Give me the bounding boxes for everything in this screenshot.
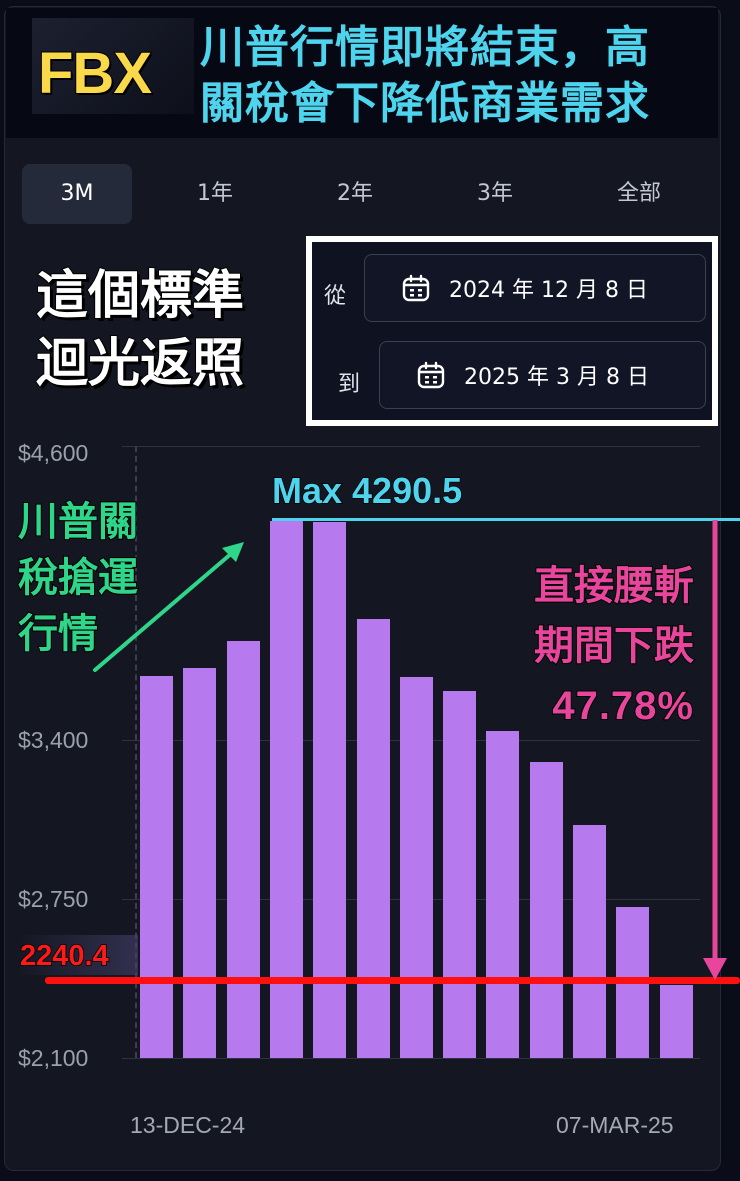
bar-w2[interactable] [183, 668, 217, 1058]
to-label: 到 [338, 372, 361, 397]
callout-dead-cat-bounce: 這個標準 迴光返照 [35, 262, 245, 398]
from-date-value: 2024 年 12 月 8 日 [449, 278, 648, 303]
bar-w13[interactable] [659, 985, 693, 1058]
drop-percentage: 47.78% [551, 683, 694, 729]
bar-w9[interactable] [486, 731, 520, 1058]
to-date-value: 2025 年 3 月 8 日 [464, 365, 649, 390]
bar-w8[interactable] [443, 691, 477, 1058]
callout-green-line-3: 行情 [17, 610, 99, 658]
rise-arrow-icon [93, 542, 244, 672]
headline-line-1: 川普行情即將結束，高 [200, 22, 650, 73]
y-tick-4600: $4,600 [18, 440, 89, 466]
min-line [45, 977, 740, 984]
tab-all[interactable]: 全部 [616, 181, 661, 206]
bar-w7[interactable] [399, 677, 433, 1058]
from-date-input[interactable]: 2024 年 12 月 8 日 [364, 254, 706, 322]
bar-w5[interactable] [313, 522, 347, 1058]
ticker-badge [32, 18, 194, 114]
bar-w1[interactable] [140, 676, 173, 1058]
callout-drop: 直接腰斬 期間下跌 47.78% [533, 556, 695, 736]
min-label: 2240.4 [19, 939, 109, 973]
headline: 川普行情即將結束，高 關稅會下降低商業需求 [200, 20, 720, 132]
gridline-4600 [122, 446, 700, 447]
tab-3y[interactable]: 3年 [477, 181, 513, 206]
callout-tariff-rush: 川普關 稅搶運 行情 [17, 494, 139, 662]
bar-w6[interactable] [356, 619, 390, 1058]
bar-w3[interactable] [226, 641, 260, 1058]
y-axis-dashed-line [135, 446, 137, 1058]
date-range-frame: 從 2024 年 12 月 8 日 到 2025 年 3 月 8 日 [306, 236, 718, 426]
max-line [272, 518, 740, 521]
bar-w10[interactable] [529, 762, 563, 1058]
min-label-background [18, 935, 138, 975]
y-tick-2100: $2,100 [18, 1045, 89, 1071]
callout-white-line-2: 迴光返照 [35, 333, 245, 395]
y-tick-2750: $2,750 [18, 886, 89, 912]
y-tick-3400: $3,400 [18, 727, 89, 753]
callout-green-line-2: 稅搶運 [17, 554, 139, 602]
calendar-icon [417, 361, 445, 389]
calendar-icon [402, 274, 430, 302]
headline-line-2: 關稅會下降低商業需求 [200, 78, 650, 129]
callout-white-line-1: 這個標準 [35, 265, 245, 327]
x-tick-end: 07-MAR-25 [556, 1112, 674, 1138]
bar-w4[interactable] [269, 521, 303, 1058]
range-tabs: 3M 1年 2年 3年 全部 [22, 164, 712, 224]
ticker-label: FBX [37, 40, 153, 107]
tab-2y[interactable]: 2年 [337, 181, 373, 206]
tab-1y[interactable]: 1年 [197, 181, 233, 206]
to-date-input[interactable]: 2025 年 3 月 8 日 [379, 341, 706, 409]
callout-pink-line-1: 直接腰斬 [533, 562, 695, 610]
callout-pink-line-2: 期間下跌 [533, 622, 695, 670]
drop-arrow-icon [703, 520, 727, 980]
tab-3m[interactable]: 3M [22, 164, 132, 224]
x-tick-start: 13-DEC-24 [130, 1112, 246, 1138]
from-label: 從 [324, 284, 347, 309]
gridline-2100 [122, 1058, 700, 1059]
callout-green-line-1: 川普關 [17, 498, 139, 546]
bar-w11[interactable] [573, 825, 606, 1058]
max-label: Max 4290.5 [271, 469, 463, 512]
